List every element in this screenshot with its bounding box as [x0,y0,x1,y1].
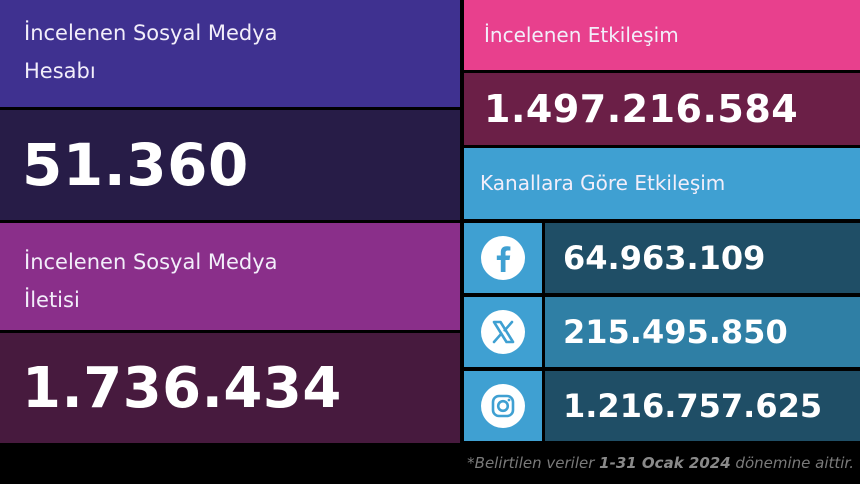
posts-value-panel: 1.736.434 [0,333,460,443]
x-value: 215.495.850 [545,297,860,367]
channel-row-x: 215.495.850 [464,297,860,367]
x-twitter-icon [481,310,525,354]
accounts-value-panel: 51.360 [0,110,460,220]
engagement-value-panel: 1.497.216.584 [464,73,860,145]
footnote: *Belirtilen veriler 1-31 Ocak 2024 dönem… [467,454,854,472]
channel-row-facebook: 64.963.109 [464,223,860,293]
accounts-label-line1: İncelenen Sosyal Medya [24,21,278,45]
instagram-value: 1.216.757.625 [545,371,860,441]
footnote-prefix: *Belirtilen veriler [467,454,600,472]
posts-label-line1: İncelenen Sosyal Medya [24,250,278,274]
engagement-label: İncelenen Etkileşim [484,23,679,47]
footnote-suffix: dönemine aittir. [730,454,854,472]
accounts-label-line2: Hesabı [24,59,96,83]
channels-title-panel: Kanallara Göre Etkileşim [464,148,860,219]
facebook-icon [481,236,525,280]
channel-row-instagram: 1.216.757.625 [464,371,860,441]
engagement-value: 1.497.216.584 [484,87,799,131]
accounts-value: 51.360 [22,131,249,199]
channels-title: Kanallara Göre Etkileşim [480,171,726,195]
posts-value: 1.736.434 [22,355,342,421]
accounts-label-panel: İncelenen Sosyal Medya Hesabı [0,0,460,107]
facebook-value: 64.963.109 [545,223,860,293]
engagement-label-panel: İncelenen Etkileşim [464,0,860,70]
instagram-icon [481,384,525,428]
footnote-period: 1-31 Ocak 2024 [599,454,731,472]
posts-label-panel: İncelenen Sosyal Medya İletisi [0,223,460,330]
posts-label-line2: İletisi [24,288,80,312]
